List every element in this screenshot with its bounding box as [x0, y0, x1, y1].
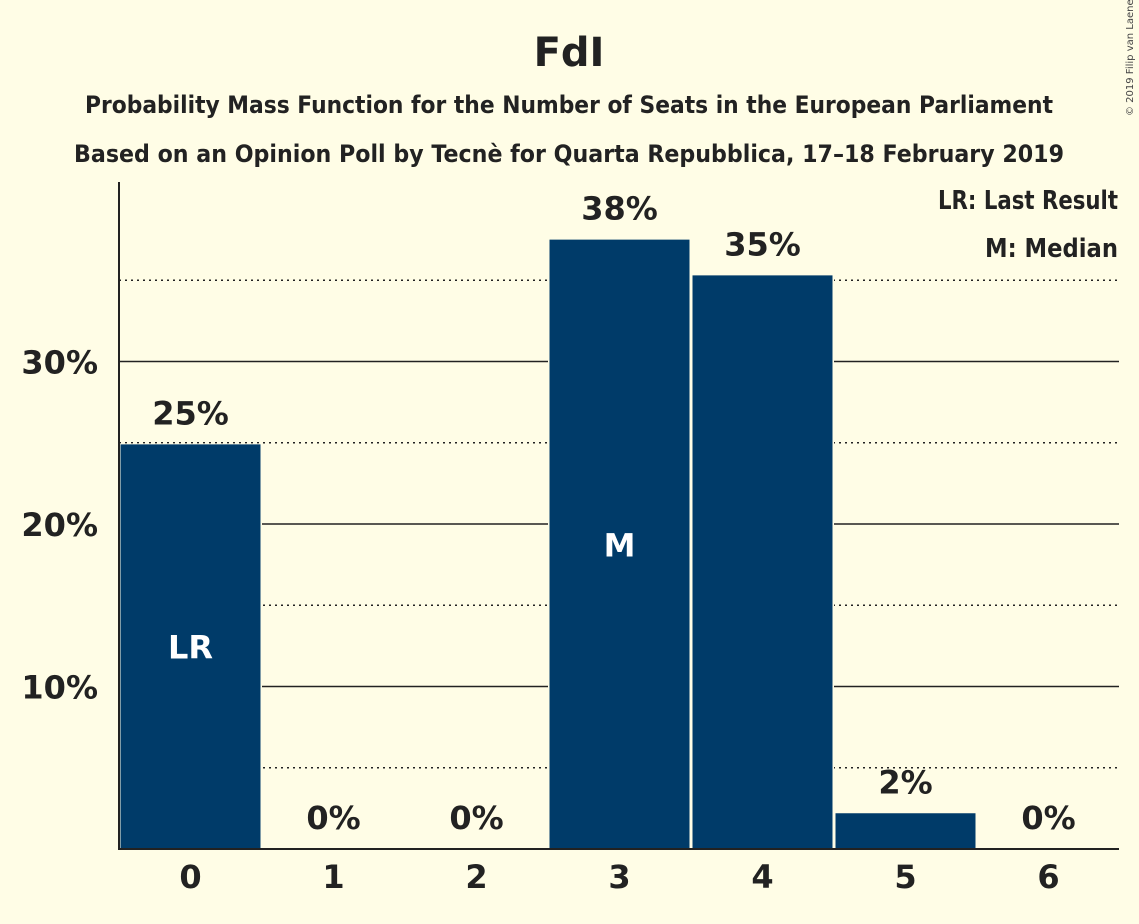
- x-tick-label: 2: [465, 858, 487, 896]
- bar-value-labels: 25% 0% 0% 38% 35% 2% 0%: [152, 190, 1075, 837]
- bar: [120, 444, 261, 849]
- bar-marker-label: LR: [168, 629, 213, 667]
- legend-median: M: Median: [985, 234, 1118, 264]
- y-tick-label: 30%: [21, 344, 98, 382]
- bar: [692, 275, 833, 849]
- x-tick-label: 5: [894, 858, 916, 896]
- bar-value-label: 0%: [449, 799, 503, 837]
- bar-value-label: 25%: [152, 394, 229, 432]
- bar-value-label: 2%: [878, 763, 932, 801]
- chart-subtitle-2: Based on an Opinion Poll by Tecnè for Qu…: [74, 140, 1064, 168]
- legend-last-result: LR: Last Result: [938, 186, 1118, 216]
- bar-value-label: 35%: [724, 225, 801, 263]
- bar-value-label: 38%: [581, 190, 658, 228]
- bar-value-label: 0%: [306, 799, 360, 837]
- x-tick-label: 6: [1037, 858, 1059, 896]
- y-axis-ticks: 10% 20% 30%: [21, 344, 98, 707]
- x-tick-label: 4: [751, 858, 773, 896]
- x-tick-label: 3: [608, 858, 630, 896]
- chart-title: FdI: [534, 30, 605, 76]
- chart-subtitle-1: Probability Mass Function for the Number…: [85, 91, 1053, 119]
- bar: [549, 239, 690, 849]
- bar: [835, 813, 976, 849]
- y-tick-label: 20%: [21, 506, 98, 544]
- bars: [119, 238, 977, 849]
- bar-marker-label: M: [604, 526, 636, 564]
- bar-value-label: 0%: [1021, 799, 1075, 837]
- copyright-text: © 2019 Filip van Laenen: [1125, 0, 1136, 116]
- x-axis-ticks: 0 1 2 3 4 5 6: [179, 858, 1059, 896]
- x-tick-label: 0: [179, 858, 201, 896]
- x-tick-label: 1: [322, 858, 344, 896]
- y-tick-label: 10%: [21, 669, 98, 707]
- bar-markers: LR M: [168, 526, 635, 666]
